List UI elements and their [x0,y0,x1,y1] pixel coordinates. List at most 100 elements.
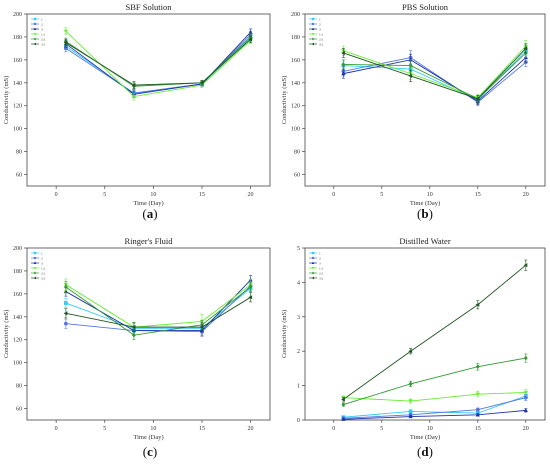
chart-title: SBF Solution [125,2,172,12]
y-tick-label: 200 [13,12,22,18]
data-point [475,412,480,417]
legend-entry: 1:1 [319,266,324,270]
chart-panel-b: PBS Solution 0 5 10 15 20 60 80 100 120 140 160 180 2… [281,2,546,221]
series-line [65,284,251,328]
y-tick-label: 80 [294,150,300,156]
x-tick-label: 0 [332,192,335,198]
legend-entry: 2 [41,256,43,260]
data-point [523,408,528,412]
y-axis-label: Conductivity (mS) [3,310,10,359]
x-tick-label: 20 [248,426,254,432]
caption-paren: ( [417,206,421,221]
x-tick-label: 20 [248,192,254,198]
y-tick-label: 100 [13,361,22,367]
legend-marker [311,256,315,260]
y-tick-label: 200 [291,12,300,18]
chart-title: PBS Solution [402,2,449,12]
caption-paren: ) [153,206,157,221]
data-point [475,407,480,412]
x-tick-label: 0 [332,426,335,432]
legend-entry: 2 [319,256,321,260]
data-point [131,83,136,88]
y-tick-label: 160 [291,58,300,64]
legend-entry: 2:1 [41,271,46,275]
x-tick-label: 20 [523,426,529,432]
legend-entry: 1:1 [41,32,46,36]
y-axis-label: Conductivity (mS) [281,76,288,125]
panel-caption: (a) [142,206,157,221]
x-tick-label: 5 [103,426,106,432]
legend-entry: 1:1 [41,266,46,270]
data-point [408,349,413,354]
series-3:1 [341,43,528,103]
y-tick-label: 2 [297,349,300,355]
series-line [343,52,527,100]
panel-caption: (b) [417,206,433,221]
legend-entry: 1:1 [319,32,324,36]
legend-entry: 3 [41,27,43,31]
y-tick-label: 140 [13,315,22,321]
data-point [63,284,68,290]
data-point [63,301,68,305]
data-point [131,325,136,330]
series-line [65,285,251,333]
legend-entry: 3 [319,27,321,31]
legend-entry: 3:1 [319,42,324,46]
y-tick-label: 4 [297,280,300,286]
y-tick-label: 1 [297,384,300,390]
data-point [341,50,345,56]
x-tick-label: 10 [150,426,156,432]
x-tick-label: 5 [380,426,383,432]
y-tick-label: 120 [291,104,300,110]
data-point [131,95,137,99]
panel-caption: (d) [417,444,433,459]
legend-entry: 1 [319,17,321,21]
data-point [248,284,253,290]
data-point [523,395,528,400]
legend-marker [33,22,37,26]
y-tick-label: 60 [16,173,22,179]
data-point [199,325,204,330]
x-tick-label: 20 [523,192,529,198]
legend-marker [311,27,315,30]
series-line [343,57,527,102]
data-point [408,57,413,62]
data-point [63,40,68,45]
y-tick-label: 60 [294,173,300,179]
data-point [408,414,413,419]
x-tick-label: 15 [475,192,481,198]
data-point [475,96,480,101]
data-point [199,80,204,85]
plot-frame [26,13,271,187]
x-tick-label: 15 [199,426,205,432]
legend-marker [311,276,314,280]
data-point [341,402,346,407]
legend-marker [311,267,315,270]
series-line [65,32,251,95]
caption-paren: ) [429,206,433,221]
y-tick-label: 140 [291,81,300,87]
y-tick-label: 200 [13,246,22,252]
y-tick-label: 180 [291,35,300,41]
legend-entry: 2:1 [41,37,46,41]
series-1:1 [341,40,528,102]
caption-letter: a [147,206,154,221]
data-point [475,364,480,370]
legend-marker [33,261,37,264]
y-axis-label: Conductivity (mS) [3,76,10,125]
data-point [248,295,253,300]
y-tick-label: 80 [16,150,22,156]
caption-paren: ) [429,444,433,459]
series-line [343,392,526,402]
legend-marker [33,42,36,46]
x-tick-label: 10 [427,192,433,198]
series-line [65,286,251,336]
y-tick-label: 160 [13,58,22,64]
data-point [63,29,68,34]
plot-frame [26,247,271,421]
data-point [341,71,346,76]
chart-title: Ringer's Fluid [124,236,173,246]
legend-marker [311,22,315,26]
legend-entry: 3:1 [319,276,324,280]
